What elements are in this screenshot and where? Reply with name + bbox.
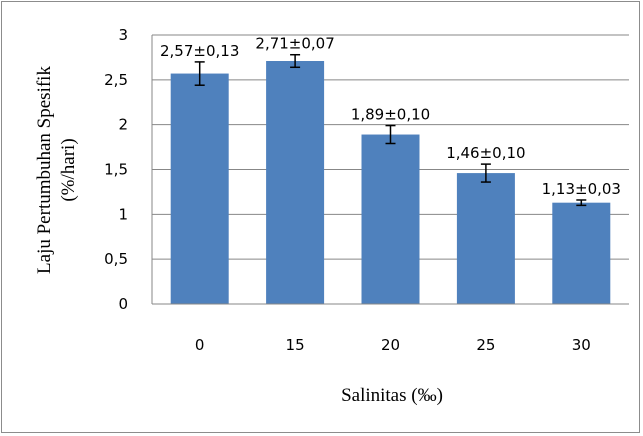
bar (456, 173, 515, 304)
y-tick-labels: 0 0,5 1 1,5 2 2,5 3 (104, 26, 128, 313)
y-tick-label: 1 (118, 205, 128, 223)
y-axis-title: Laju Pertumbuhan Spesifik (%/hari) (34, 66, 79, 274)
x-tick-label: 15 (286, 336, 305, 354)
y-tick-label: 3 (118, 26, 128, 44)
x-tick-labels: 0 15 20 25 30 (195, 336, 591, 354)
data-label: 2,71±0,07 (255, 35, 334, 53)
y-axis-title-line2: (%/hari) (58, 138, 79, 201)
y-tick-label: 0 (118, 295, 128, 313)
y-tick-label: 2 (118, 116, 128, 134)
error-bars (194, 53, 587, 207)
x-tick-label: 30 (572, 336, 591, 354)
data-label: 1,46±0,10 (446, 144, 525, 162)
data-label: 1,13±0,03 (542, 180, 621, 198)
y-tick-label: 0,5 (104, 250, 128, 268)
data-labels: 2,57±0,13 2,71±0,07 1,89±0,10 1,46±0,10 1,13… (160, 35, 621, 198)
x-tick-label: 20 (381, 336, 400, 354)
data-label: 1,89±0,10 (351, 106, 430, 124)
x-tick-label: 0 (195, 336, 205, 354)
data-label: 2,57±0,13 (160, 42, 239, 60)
bar (170, 73, 229, 304)
bars (170, 61, 611, 305)
bar (361, 134, 420, 304)
x-tick-label: 25 (476, 336, 495, 354)
bar (266, 61, 325, 305)
y-tick-label: 2,5 (104, 71, 128, 89)
y-tick-label: 1,5 (104, 161, 128, 179)
y-axis-title-line1: Laju Pertumbuhan Spesifik (34, 66, 55, 274)
bar (552, 202, 611, 304)
x-axis-title: Salinitas (‰) (341, 385, 443, 406)
